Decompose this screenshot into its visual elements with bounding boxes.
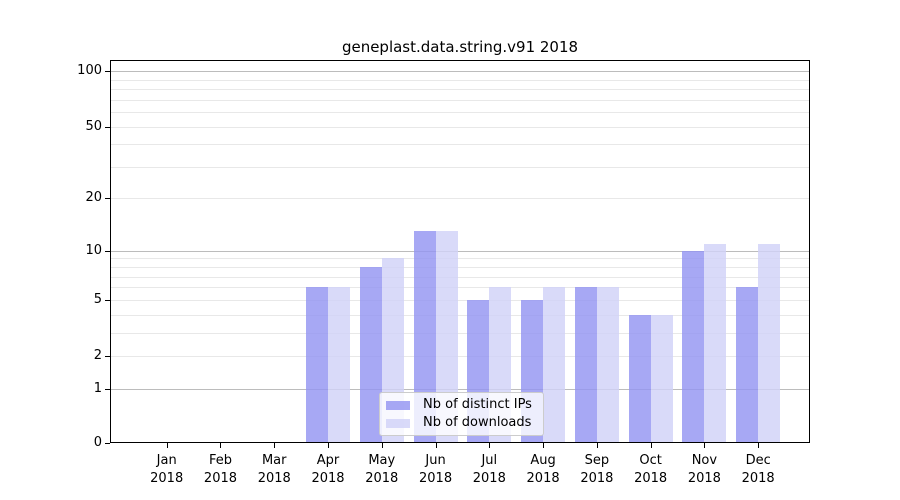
gridline-minor	[110, 258, 810, 260]
x-tick	[489, 443, 491, 448]
x-tick-label: Mar 2018	[257, 453, 291, 486]
x-tick	[220, 443, 222, 448]
x-tick	[274, 443, 276, 448]
gridline-minor	[110, 267, 810, 269]
y-tick	[105, 250, 110, 252]
bar-downloads-jun	[435, 231, 458, 443]
gridline-minor	[110, 299, 810, 301]
gridline-minor	[110, 144, 810, 146]
gridline-minor	[110, 314, 810, 316]
x-tick-label: Dec 2018	[741, 453, 775, 486]
x-tick	[328, 443, 329, 448]
y-tick-label: 1	[93, 380, 102, 396]
y-tick-label: 2	[93, 348, 102, 363]
y-tick	[105, 198, 110, 200]
y-tick	[105, 71, 110, 73]
x-tick	[596, 443, 598, 448]
bar-distinct-ips-dec	[736, 287, 759, 443]
x-tick-label: Feb 2018	[203, 453, 238, 486]
gridline-minor	[110, 166, 810, 168]
y-tick	[105, 443, 110, 444]
y-tick	[105, 356, 110, 357]
gridline-minor	[110, 99, 810, 101]
x-tick-label: Nov 2018	[687, 453, 721, 486]
y-tick	[105, 126, 110, 128]
legend-row-distinct-ips: Nb of distinct IPs	[386, 397, 535, 413]
x-tick-label: Jul 2018	[472, 453, 506, 486]
x-tick	[166, 443, 168, 448]
x-tick	[758, 443, 760, 448]
bar-distinct-ips-sep	[574, 287, 597, 443]
gridline-minor	[110, 89, 810, 91]
gridline-minor	[110, 112, 810, 114]
x-tick-label: Jun 2018	[419, 453, 453, 486]
legend-row-downloads: Nb of downloads	[386, 415, 535, 431]
chart-title: geneplast.data.string.v91 2018	[341, 38, 579, 56]
gridline-minor	[110, 276, 810, 278]
bar-distinct-ips-may	[359, 267, 382, 443]
x-tick	[435, 443, 437, 448]
bar-distinct-ips-jun	[413, 231, 436, 443]
bar-downloads-apr	[328, 287, 350, 443]
y-tick-label: 100	[77, 63, 102, 79]
bar-downloads-dec	[758, 243, 781, 443]
y-tick-label: 50	[85, 118, 102, 134]
x-tick	[704, 443, 706, 448]
bar-downloads-nov	[704, 243, 727, 443]
gridline-major	[110, 71, 810, 73]
gridline-minor	[110, 332, 810, 334]
bar-distinct-ips-nov	[682, 250, 705, 443]
y-tick	[105, 388, 110, 390]
gridline-major	[110, 388, 810, 390]
y-tick	[105, 299, 110, 301]
bar-downloads-aug	[543, 287, 566, 443]
x-tick-label: Apr 2018	[311, 453, 345, 486]
x-tick-label: Sep 2018	[580, 453, 614, 486]
legend-label-downloads: Nb of downloads	[423, 415, 532, 430]
gridline-minor	[110, 356, 810, 357]
gridline-minor	[110, 287, 810, 289]
y-tick-label: 20	[85, 190, 102, 206]
gridline-minor	[110, 198, 810, 200]
legend: Nb of distinct IPs Nb of downloads	[379, 392, 544, 436]
gridline-minor	[110, 126, 810, 128]
x-tick	[650, 443, 652, 448]
x-tick	[381, 443, 383, 448]
y-tick-label: 10	[85, 242, 102, 258]
bar-distinct-ips-oct	[628, 314, 651, 443]
gridline-minor	[110, 79, 810, 81]
x-tick-label: Aug 2018	[526, 453, 560, 486]
x-tick-label: May 2018	[365, 453, 399, 486]
x-tick	[543, 443, 545, 448]
y-tick-label: 0	[93, 435, 102, 450]
gridline-major	[110, 250, 810, 252]
y-tick-label: 5	[93, 291, 102, 307]
x-tick-label: Jan 2018	[150, 453, 184, 486]
bar-downloads-sep	[596, 287, 619, 443]
legend-label-distinct-ips: Nb of distinct IPs	[423, 397, 532, 412]
x-tick-label: Oct 2018	[634, 453, 668, 486]
legend-swatch-distinct-ips-icon	[386, 400, 410, 410]
legend-swatch-downloads-icon	[386, 418, 410, 428]
bar-distinct-ips-apr	[306, 287, 328, 443]
bar-downloads-oct	[650, 314, 673, 443]
